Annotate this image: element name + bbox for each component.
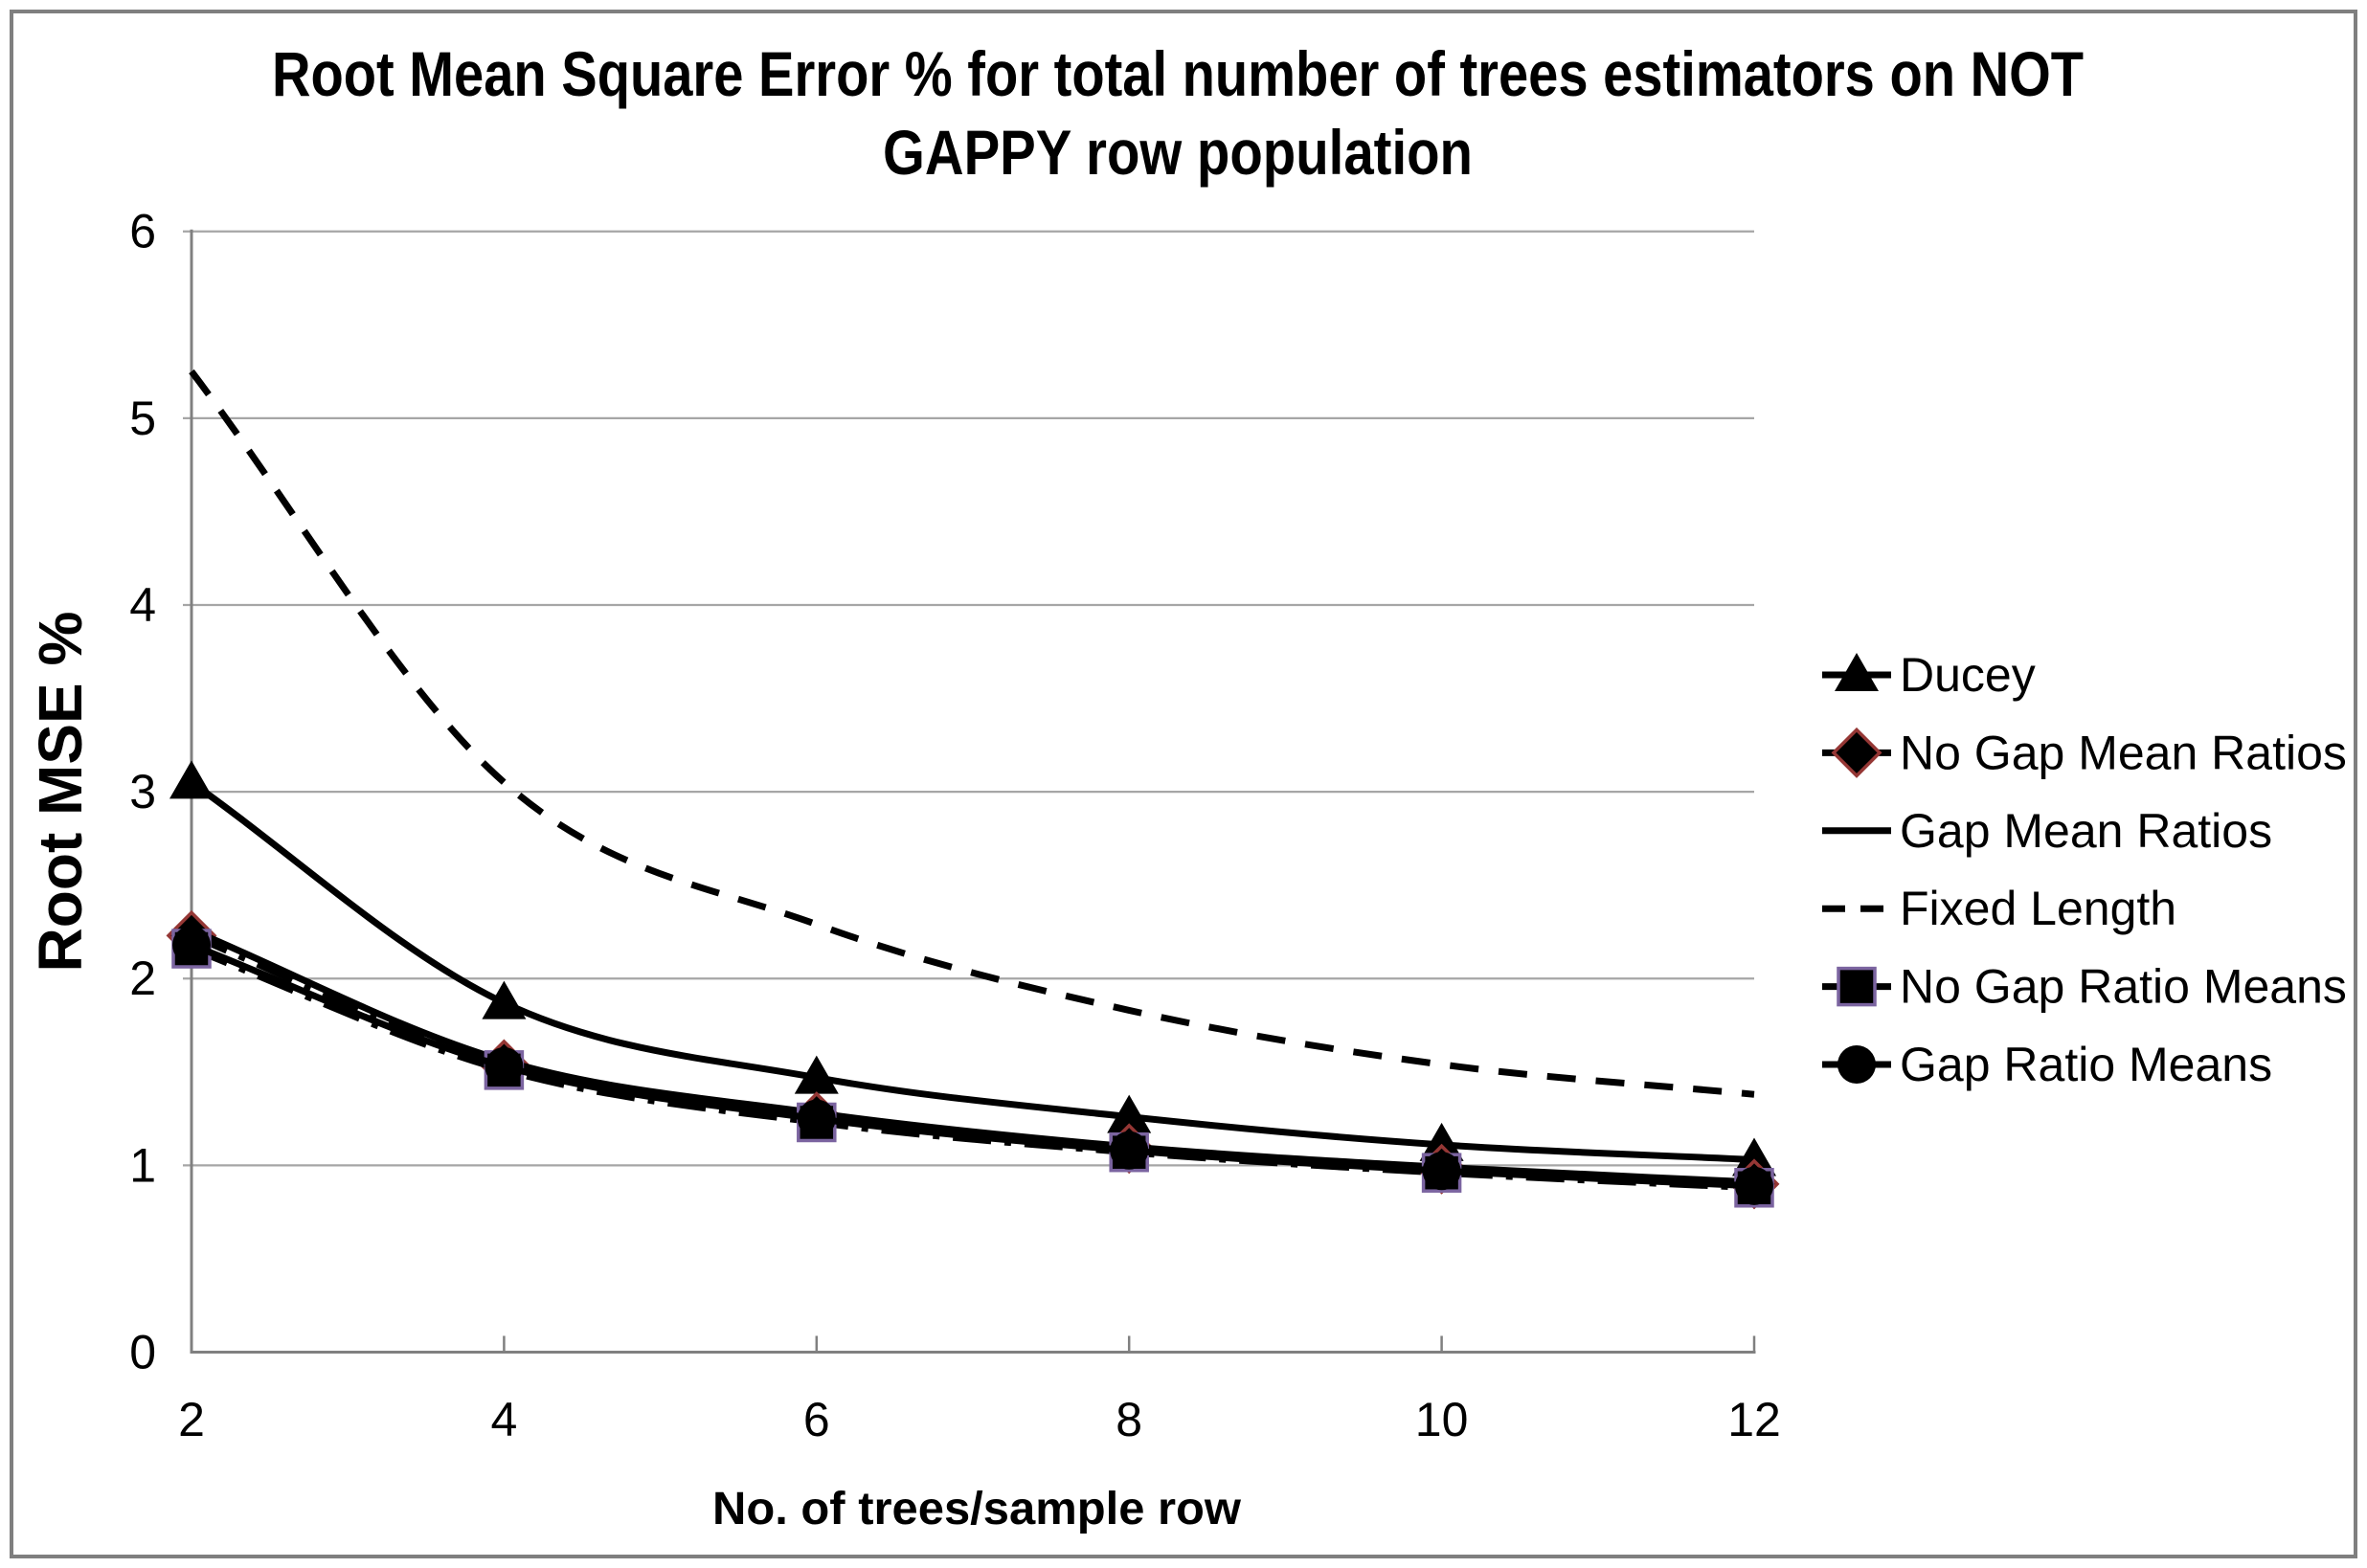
x-tick-label-4: 4 [490, 1393, 517, 1446]
y-tick-label-0: 0 [129, 1326, 156, 1379]
series-ducey-marker-12 [1732, 1137, 1776, 1176]
series-ducey-marker-10 [1419, 1122, 1464, 1161]
legend-label-gap-ratio-means: Gap Ratio Means [1900, 1038, 2272, 1091]
legend-sample-marker-ducey [1835, 653, 1879, 691]
series-ducey-marker-6 [794, 1055, 839, 1094]
legend-label-no-gap-mean-ratios: No Gap Mean Ratios [1900, 726, 2347, 779]
chart-title: Root Mean Square Error % for total numbe… [272, 38, 2084, 188]
legend-item-gap-ratio-means: Gap Ratio Means [1822, 1038, 2272, 1091]
legend-item-no-gap-ratio-means: No Gap Ratio Means [1822, 960, 2347, 1014]
series-gap-ratio-means-marker-6 [797, 1099, 836, 1138]
series-fixed-length-line [189, 369, 1755, 1098]
y-tick-label-4: 4 [129, 578, 156, 632]
series-fixed-length [189, 369, 1755, 1098]
chart-title-line2: GAPPY row population [883, 117, 1473, 188]
series-gap-ratio-means-marker-8 [1110, 1131, 1149, 1170]
series-gap-ratio-means [172, 926, 1773, 1205]
x-axis-title: No. of trees/sample row [712, 1484, 1242, 1534]
y-tick-label-1: 1 [129, 1138, 156, 1192]
x-tick-label-2: 2 [178, 1393, 205, 1446]
chart-title-line1: Root Mean Square Error % for total numbe… [272, 38, 2084, 109]
legend: Ducey No Gap Mean Ratios Gap Mean Ratios Fi… [1822, 648, 2347, 1091]
x-tick-label-6: 6 [803, 1393, 830, 1446]
y-tick-label-6: 6 [129, 205, 156, 258]
series-gap-mean-ratios-line [190, 927, 1755, 1186]
series-gap-ratio-means-line [190, 941, 1755, 1190]
x-tick-label-10: 10 [1415, 1393, 1469, 1446]
legend-sample-marker-no-gap-ratio-means [1837, 966, 1877, 1007]
series-gap-ratio-means-marker-10 [1422, 1152, 1461, 1191]
series-gap-ratio-means-marker-12 [1735, 1166, 1773, 1205]
series-gap-mean-ratios [190, 927, 1755, 1186]
gridlines-group [183, 230, 1754, 1167]
legend-label-ducey: Ducey [1900, 648, 2036, 702]
legend-label-fixed-length: Fixed Length [1900, 882, 2176, 935]
series-gap-ratio-means-marker-4 [485, 1046, 524, 1086]
legend-item-no-gap-mean-ratios: No Gap Mean Ratios [1822, 726, 2347, 779]
series-ducey-marker-8 [1107, 1094, 1152, 1133]
series-gap-ratio-means-marker-2 [172, 926, 211, 965]
y-axis-title: Root MSE % [26, 612, 95, 973]
outer-border [10, 10, 2357, 1558]
series-ducey-marker-2 [169, 760, 214, 799]
legend-label-no-gap-ratio-means: No Gap Ratio Means [1900, 960, 2347, 1014]
legend-label-gap-mean-ratios: Gap Mean Ratios [1900, 804, 2272, 858]
legend-sample-marker-no-gap-mean-ratios [1831, 727, 1882, 778]
x-tick-label-8: 8 [1116, 1393, 1142, 1446]
y-tick-label-2: 2 [129, 952, 156, 1005]
legend-item-gap-mean-ratios: Gap Mean Ratios [1822, 804, 2272, 858]
legend-sample-marker-gap-ratio-means [1837, 1045, 1876, 1084]
legend-item-fixed-length: Fixed Length [1822, 882, 2176, 935]
series-ducey [169, 760, 1776, 1176]
legend-item-ducey: Ducey [1822, 648, 2036, 702]
series-ducey-line [189, 779, 1755, 1164]
y-tick-label-3: 3 [129, 765, 156, 818]
x-tick-label-12: 12 [1727, 1393, 1781, 1446]
y-tick-label-5: 5 [129, 392, 156, 445]
series-ducey-marker-4 [482, 980, 527, 1019]
